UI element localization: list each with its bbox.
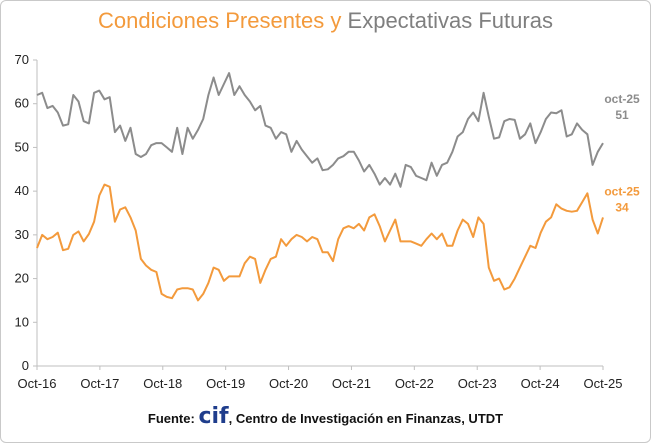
title-connector: y [330, 8, 342, 33]
cif-logo: cif [198, 404, 229, 429]
end-label-date: oct-25 [604, 184, 640, 198]
y-tick-label: 20 [15, 271, 29, 286]
end-label-value: 51 [615, 108, 629, 122]
title-future: Expectativas Futuras [347, 8, 553, 33]
end-label-value: 34 [615, 200, 629, 214]
y-tick-label: 30 [15, 227, 29, 242]
x-tick-label: Oct-24 [521, 376, 560, 391]
end-label-date: oct-25 [604, 92, 640, 106]
y-tick-label: 70 [15, 52, 29, 67]
series-line-future [36, 72, 604, 188]
x-tick-label: Oct-21 [332, 376, 371, 391]
series-line-present [36, 183, 604, 302]
y-tick-label: 0 [22, 358, 29, 373]
y-tick-label: 50 [15, 139, 29, 154]
chart-title: Condiciones Presentes y Expectativas Fut… [0, 8, 651, 34]
x-tick-label: Oct-19 [206, 376, 245, 391]
x-tick-label: Oct-20 [269, 376, 308, 391]
x-tick-label: Oct-18 [143, 376, 182, 391]
x-tick-label: Oct-17 [80, 376, 119, 391]
title-present: Condiciones Presentes [98, 8, 325, 33]
source-note: Fuente: cif, Centro de Investigación en … [0, 404, 651, 429]
y-tick-label: 60 [15, 96, 29, 111]
source-text: , Centro de Investigación en Finanzas, U… [228, 411, 504, 426]
x-tick-label: Oct-22 [395, 376, 434, 391]
x-tick-label: Oct-23 [458, 376, 497, 391]
y-tick-label: 40 [15, 183, 29, 198]
x-tick-label: Oct-16 [17, 376, 56, 391]
y-tick-label: 10 [15, 314, 29, 329]
source-prefix: Fuente: [147, 411, 195, 426]
x-tick-label: Oct-25 [583, 376, 622, 391]
